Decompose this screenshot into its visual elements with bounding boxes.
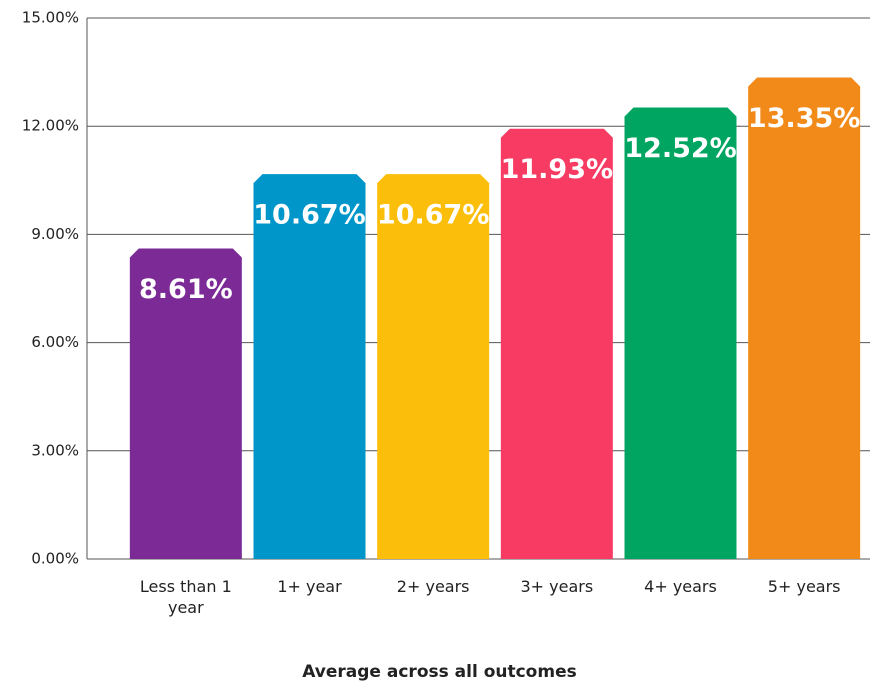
- x-tick-label: 3+ years: [520, 577, 594, 596]
- value-label: 8.61%: [139, 274, 233, 305]
- x-tick-label: 2+ years: [396, 577, 470, 596]
- y-tick-label: 9.00%: [31, 225, 79, 243]
- bar: [377, 174, 490, 559]
- bar: [129, 248, 242, 559]
- value-label: 10.67%: [253, 200, 365, 231]
- value-label: 12.52%: [624, 133, 736, 164]
- x-tick-label: Less than 1 year: [139, 577, 232, 617]
- value-label: 10.67%: [377, 200, 489, 231]
- y-tick-label: 0.00%: [31, 550, 79, 568]
- bar: [253, 174, 366, 559]
- x-tick-label: 4+ years: [644, 577, 717, 596]
- x-axis-label: Average across all outcomes: [302, 662, 577, 682]
- y-tick-label: 15.00%: [22, 9, 79, 27]
- bar: [624, 107, 737, 559]
- bar: [748, 77, 861, 559]
- value-label: 11.93%: [501, 154, 613, 185]
- bar: [500, 128, 613, 559]
- y-tick-label: 3.00%: [31, 441, 79, 459]
- x-tick-label: 1+ year: [277, 577, 342, 596]
- y-tick-label: 6.00%: [31, 333, 79, 351]
- x-tick-label: 5+ years: [767, 577, 841, 596]
- y-tick-label: 12.00%: [22, 117, 79, 135]
- value-label: 13.35%: [748, 103, 860, 134]
